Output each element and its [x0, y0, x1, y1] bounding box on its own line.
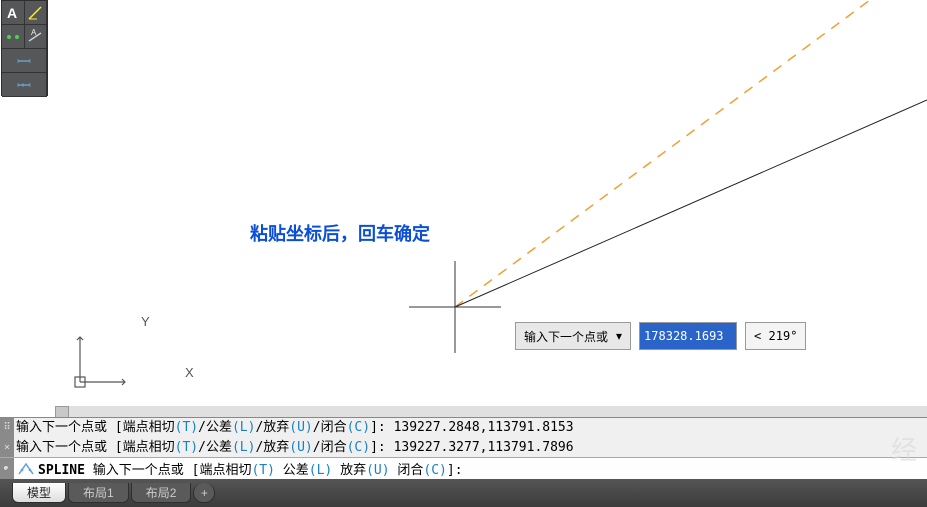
dropdown-icon[interactable]: ▾	[616, 329, 622, 343]
canvas-svg	[55, 0, 927, 415]
dynamic-input: 输入下一个点或 ▾ < 219°	[515, 322, 806, 350]
annotation-text: 粘贴坐标后，回车确定	[250, 220, 430, 246]
angle-display[interactable]: < 219°	[745, 322, 806, 350]
angle-value: 219°	[769, 329, 798, 343]
tracking-line	[455, 0, 870, 307]
tool-dim-continue[interactable]	[2, 73, 47, 97]
grip-icon[interactable]: ⠿	[0, 418, 14, 438]
left-toolbar: A A	[1, 0, 48, 96]
crosshair	[409, 261, 501, 353]
axis-label-y: Y	[141, 314, 150, 329]
command-history: ⠿ × 输入下一个点或 [端点相切(T)/公差(L)/放弃(U)/闭合(C)]:…	[0, 417, 927, 457]
close-icon[interactable]: ×	[0, 438, 14, 457]
tool-dim-angle[interactable]	[25, 1, 48, 25]
wrench-icon[interactable]	[0, 458, 14, 479]
history-line: 输入下一个点或 [端点相切(T)/公差(L)/放弃(U)/闭合(C)]: 139…	[16, 438, 927, 457]
dynamic-input-label-text: 输入下一个点或	[524, 328, 608, 345]
axis-label-x: X	[185, 365, 194, 380]
tool-dim-dots[interactable]	[2, 25, 25, 49]
cmd-log-gutter: ⠿ ×	[0, 418, 14, 457]
drawing-canvas[interactable]: Y X 粘贴坐标后，回车确定 输入下一个点或 ▾ < 219°	[55, 0, 927, 415]
spline-segment	[455, 100, 927, 307]
svg-text:A: A	[31, 29, 37, 37]
coord-input[interactable]	[639, 322, 737, 350]
command-cursor-icon	[14, 462, 38, 476]
command-name: SPLINE	[38, 463, 85, 478]
tool-dim-linear[interactable]	[2, 49, 47, 73]
command-input-text[interactable]: SPLINE 输入下一个点或 [端点相切(T) 公差(L) 放弃(U) 闭合(C…	[38, 459, 927, 478]
ucs-icon	[75, 337, 125, 387]
tab-layout1[interactable]: 布局1	[68, 483, 129, 503]
svg-text:A: A	[7, 5, 17, 21]
tab-model[interactable]: 模型	[12, 483, 66, 503]
angle-prefix: <	[754, 329, 761, 343]
command-line[interactable]: SPLINE 输入下一个点或 [端点相切(T) 公差(L) 放弃(U) 闭合(C…	[0, 457, 927, 479]
tab-layout2[interactable]: 布局2	[131, 483, 192, 503]
history-line: 输入下一个点或 [端点相切(T)/公差(L)/放弃(U)/闭合(C)]: 139…	[16, 418, 927, 438]
layout-tabs: 模型 布局1 布局2 +	[0, 479, 927, 507]
tool-dim-aligned[interactable]: A	[25, 25, 48, 49]
tab-add[interactable]: +	[193, 483, 215, 503]
horizontal-scrollbar[interactable]	[55, 406, 927, 417]
dynamic-input-label: 输入下一个点或 ▾	[515, 322, 631, 350]
tool-text-A[interactable]: A	[2, 1, 25, 25]
